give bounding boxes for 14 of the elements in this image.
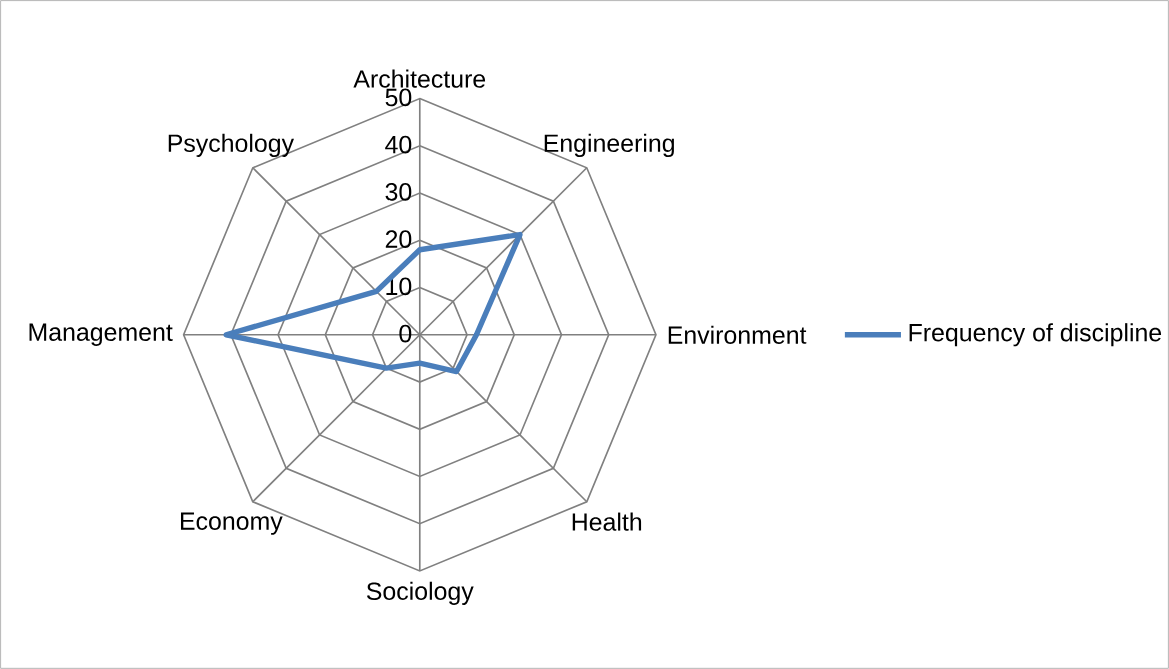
y-tick-label: 30 — [385, 183, 412, 201]
spoke-label: Sociology — [366, 581, 474, 605]
y-tick-label: 0 — [399, 324, 412, 343]
y-tick-label: 50 — [385, 88, 412, 107]
legend-label: Frequency of discipline — [909, 323, 1162, 347]
y-tick-label: 20 — [385, 230, 412, 248]
spoke-label: Architecture — [353, 69, 486, 88]
spoke-label: Engineering — [544, 133, 674, 158]
spoke-label: Management — [29, 323, 173, 346]
spoke-label: Environment — [668, 325, 807, 344]
y-tick-label: 40 — [385, 135, 412, 154]
spoke-label: Economy — [181, 512, 283, 535]
spoke-label: Health — [572, 512, 642, 531]
spoke-label: Psychology — [168, 133, 294, 158]
